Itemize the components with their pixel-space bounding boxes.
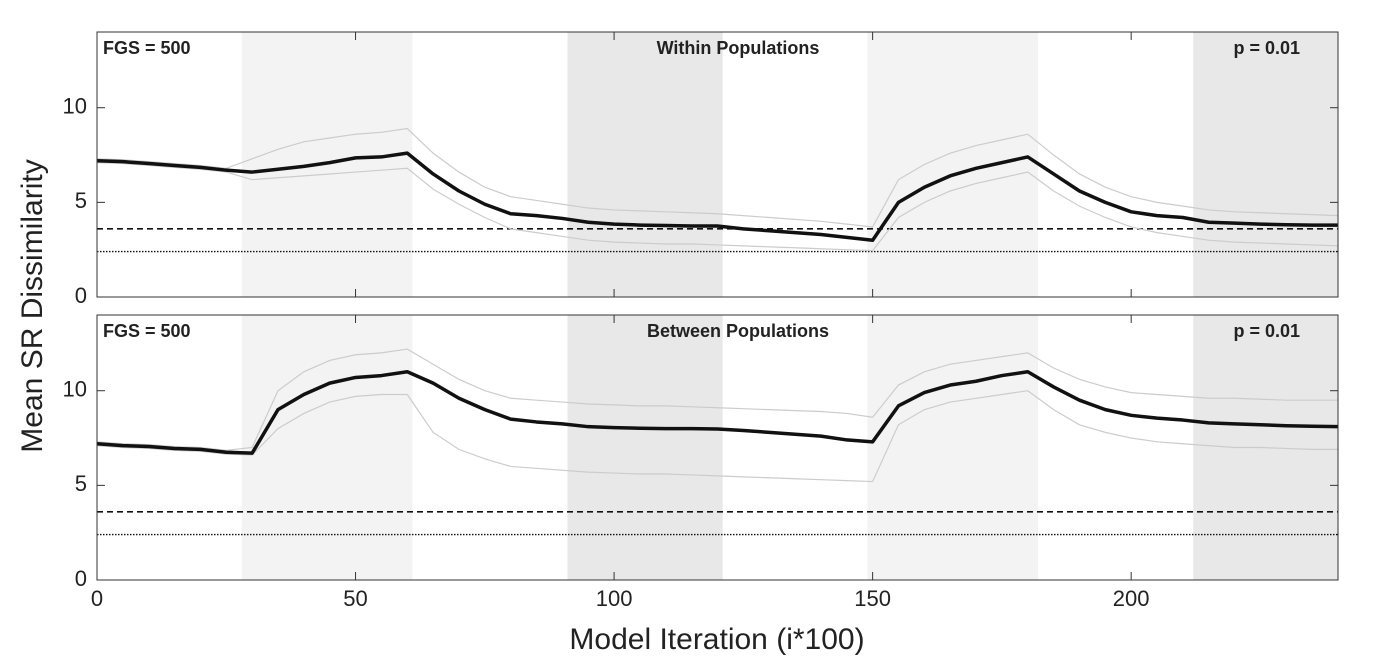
mean-line	[97, 151, 1338, 242]
y-tick-label: 0	[75, 566, 87, 591]
panel-title: Between Populations	[647, 321, 829, 341]
mean-line	[97, 370, 1338, 455]
panel-title: Within Populations	[657, 38, 820, 58]
run-line	[97, 127, 1338, 228]
y-axis-label: Mean SR Dissimilarity	[16, 159, 49, 452]
shaded-region	[867, 315, 1039, 580]
shaded-region	[567, 315, 723, 580]
y-tick-label: 5	[75, 188, 87, 213]
x-tick-label: 0	[91, 586, 103, 611]
panel-annotation: p = 0.01	[1233, 321, 1300, 341]
run-line	[97, 348, 1338, 451]
shaded-region	[867, 32, 1039, 297]
run-line	[97, 162, 1338, 252]
panel-annotation: FGS = 500	[103, 321, 191, 341]
x-tick-label: 50	[343, 586, 367, 611]
x-axis-label: Model Iteration (i*100)	[569, 623, 864, 656]
x-tick-label: 200	[1113, 586, 1150, 611]
axes-box	[96, 314, 1339, 581]
x-tick-label: 100	[596, 586, 633, 611]
y-tick-label: 10	[63, 377, 87, 402]
y-tick-label: 5	[75, 471, 87, 496]
plot-lines	[97, 348, 1338, 536]
y-tick-label: 0	[75, 283, 87, 308]
panel-annotation: p = 0.01	[1233, 38, 1300, 58]
axes-box	[96, 31, 1339, 298]
shaded-region	[241, 315, 413, 580]
x-tick-label: 150	[854, 586, 891, 611]
run-line	[97, 390, 1338, 483]
plot-lines	[97, 127, 1338, 253]
y-tick-label: 10	[63, 94, 87, 119]
shaded-region	[567, 32, 723, 297]
shaded-region	[1193, 32, 1338, 297]
panel-annotation: FGS = 500	[103, 38, 191, 58]
